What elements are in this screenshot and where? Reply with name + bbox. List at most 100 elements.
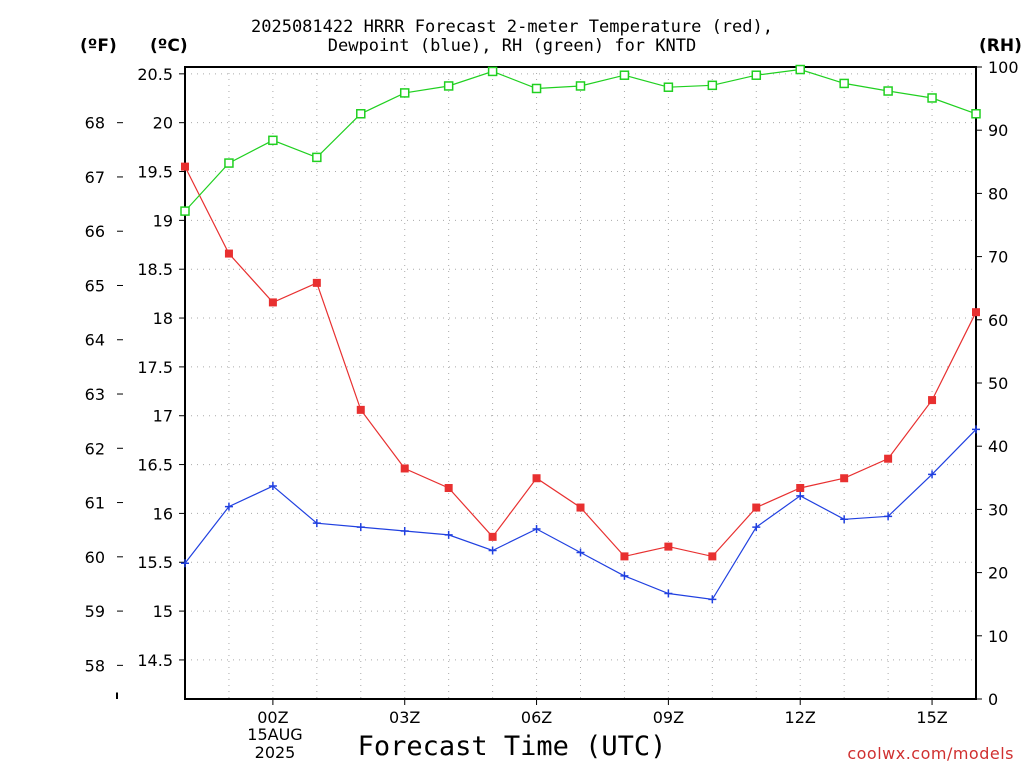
celsius-tick-label: 17.5 [137, 358, 173, 377]
rh-tick-label: 30 [988, 500, 1008, 519]
celsius-tick-label: 16.5 [137, 456, 173, 475]
rh-tick-label: 80 [988, 184, 1008, 203]
rh-tick-label: 40 [988, 437, 1008, 456]
fahrenheit-tick-label: 60 [85, 548, 105, 567]
rh-unit-label: (RH) [979, 36, 1022, 56]
date-label-day: 15AUG [247, 725, 303, 744]
rh-point [927, 93, 937, 103]
celsius-tick-label: 15 [153, 602, 173, 621]
temperature-point [708, 552, 717, 561]
x-tick-label: 00Z [257, 708, 288, 727]
dewpoint-point [356, 523, 365, 532]
temperature-point [576, 503, 585, 512]
dewpoint-point [708, 595, 717, 604]
rh-point [312, 152, 322, 163]
dewpoint-line [184, 428, 977, 601]
rh-point [663, 82, 674, 92]
rh-tick-label: 70 [988, 248, 1008, 267]
rh-point [619, 70, 630, 80]
fahrenheit-tick-label: 66 [85, 222, 105, 241]
temperature-point [752, 503, 761, 512]
rh-point [839, 78, 849, 89]
temperature-point [884, 454, 893, 463]
fahrenheit-tick-label: 65 [85, 276, 105, 295]
celsius-tick-label: 20 [153, 114, 173, 133]
celsius-tick-label: 14.5 [137, 651, 173, 670]
chart-title-line2: Dewpoint (blue), RH (green) for KNTD [327, 36, 697, 56]
x-tick-label: 03Z [389, 708, 420, 727]
watermark: coolwx.com/models [847, 744, 1014, 763]
temperature-point [972, 308, 980, 317]
celsius-tick-label: 19 [153, 211, 173, 230]
rh-tick-label: 10 [988, 627, 1008, 646]
fahrenheit-tick-label: 59 [85, 602, 105, 621]
dewpoint-point [444, 530, 453, 539]
temperature-point [532, 474, 541, 483]
temperature-point [181, 162, 189, 171]
temperature-point [620, 552, 629, 561]
dewpoint-point [224, 502, 233, 511]
temperature-point [840, 474, 849, 483]
dewpoint-point [928, 470, 937, 479]
celsius-tick-label: 16 [153, 504, 173, 523]
rh-tick-label: 50 [988, 374, 1008, 393]
temperature-point [268, 298, 277, 307]
fahrenheit-tick-label: 64 [85, 331, 105, 350]
x-tick-label: 15Z [916, 708, 947, 727]
dewpoint-point [268, 482, 277, 491]
rh-point [751, 70, 762, 80]
fahrenheit-tick-label: 61 [85, 494, 105, 513]
rh-tick-label: 90 [988, 121, 1008, 140]
fahrenheit-tick-label: 62 [85, 439, 105, 458]
temperature-point [312, 278, 321, 287]
rh-tick-label: 0 [988, 690, 998, 709]
temperature-point [224, 249, 233, 258]
celsius-tick-label: 17 [153, 407, 173, 426]
dewpoint-point [620, 571, 629, 580]
temperature-point [444, 484, 453, 493]
rh-line [184, 68, 977, 212]
date-label-year: 2025 [254, 743, 296, 762]
dewpoint-point [488, 546, 497, 555]
temperature-point [400, 464, 409, 473]
temperature-point [356, 405, 365, 414]
dewpoint-point [752, 523, 761, 532]
rh-point [707, 80, 718, 91]
celsius-tick-label: 18 [153, 309, 173, 328]
dewpoint-point [972, 425, 980, 434]
rh-point [971, 109, 981, 119]
rh-point [356, 109, 366, 119]
rh-point [487, 66, 498, 77]
fahrenheit-unit-label: (ºF) [80, 36, 117, 56]
rh-point [531, 83, 542, 94]
celsius-tick-label: 19.5 [137, 163, 173, 182]
celsius-tick-label: 20.5 [137, 65, 173, 84]
x-tick-label: 12Z [785, 708, 816, 727]
temperature-point [488, 532, 497, 541]
fahrenheit-tick-label: 67 [85, 168, 105, 187]
fahrenheit-tick-label: 68 [85, 114, 105, 133]
rh-point [399, 88, 410, 98]
dewpoint-point [796, 491, 805, 500]
rh-point [795, 64, 805, 75]
rh-tick-label: 100 [988, 58, 1019, 77]
fahrenheit-tick-label: 63 [85, 385, 105, 404]
celsius-tick-label: 18.5 [137, 260, 173, 279]
rh-point [268, 135, 278, 146]
celsius-tick-label: 15.5 [137, 553, 173, 572]
dewpoint-point [400, 526, 409, 535]
rh-point [443, 81, 454, 91]
x-axis-label: Forecast Time (UTC) [357, 731, 667, 762]
rh-point [575, 81, 586, 91]
dewpoint-point [181, 559, 189, 568]
x-tick-label: 09Z [653, 708, 684, 727]
rh-tick-label: 60 [988, 311, 1008, 330]
dewpoint-point [576, 548, 585, 557]
chart-title-line1: 2025081422 HRRR Forecast 2-meter Tempera… [251, 17, 773, 37]
temperature-point [664, 542, 673, 551]
rh-point [224, 158, 234, 168]
x-tick-label: 06Z [521, 708, 552, 727]
dewpoint-point [840, 515, 849, 524]
rh-point [180, 206, 190, 216]
